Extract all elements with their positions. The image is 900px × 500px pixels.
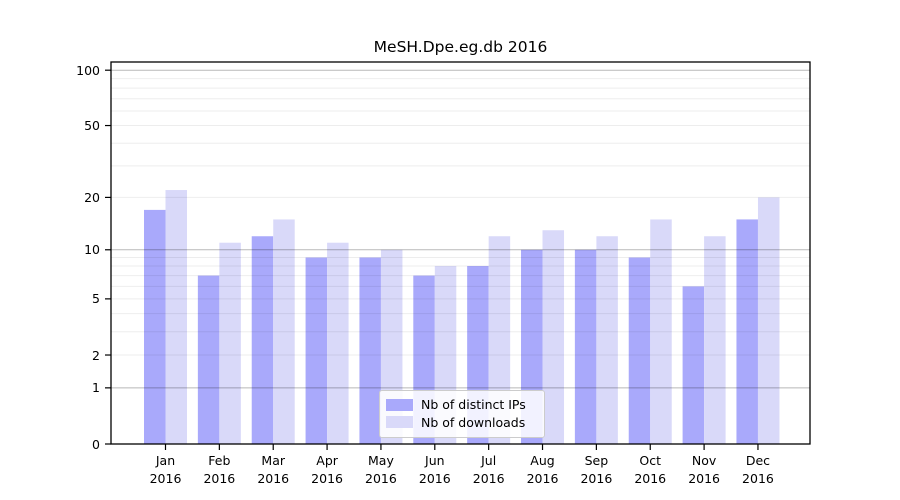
legend-swatch-downloads	[386, 416, 413, 429]
legend-label-downloads: Nb of downloads	[421, 414, 526, 430]
bar-distinct-ips-jan	[144, 209, 166, 444]
bar-downloads-dec	[757, 197, 780, 444]
bar-distinct-ips-nov	[682, 286, 705, 444]
x-tick-label-nov: Nov 2016	[688, 453, 720, 486]
x-tick-label-oct: Oct 2016	[634, 453, 667, 486]
bar-distinct-ips-apr	[305, 257, 328, 444]
y-tick-label-50: 50	[84, 118, 100, 134]
bar-downloads-mar	[273, 219, 295, 444]
x-tick-label-jan: Jan 2016	[149, 453, 182, 486]
x-tick-label-dec: Dec 2016	[742, 453, 774, 486]
legend-label-distinct-ips: Nb of distinct IPs	[421, 397, 526, 413]
legend-entry-distinct-ips: Nb of distinct IPs	[386, 396, 536, 414]
x-tick-label-jun: Jun 2016	[418, 453, 451, 486]
bar-downloads-nov	[704, 236, 726, 444]
legend-swatch-distinct-ips	[386, 398, 413, 411]
y-tick-label-5: 5	[92, 291, 100, 307]
y-tick-label-10: 10	[84, 242, 100, 258]
bar-downloads-oct	[650, 219, 672, 444]
bar-distinct-ips-mar	[251, 236, 274, 444]
chart-title: MeSH.Dpe.eg.db 2016	[373, 38, 548, 56]
bar-downloads-sep	[596, 236, 618, 444]
y-tick-label-0: 0	[92, 436, 100, 452]
x-tick-label-apr: Apr 2016	[311, 453, 343, 486]
bar-downloads-jan	[165, 190, 187, 444]
x-tick-label-mar: Mar 2016	[257, 453, 290, 486]
y-tick-label-100: 100	[76, 62, 100, 78]
bar-downloads-feb	[219, 242, 241, 444]
bar-distinct-ips-oct	[628, 257, 651, 444]
y-tick-label-20: 20	[84, 189, 100, 205]
plot-frame	[110, 61, 811, 445]
legend: Nb of distinct IPs Nb of downloads	[379, 390, 545, 438]
x-tick-label-jul: Jul 2016	[472, 453, 505, 486]
x-tick-label-aug: Aug 2016	[526, 453, 559, 486]
x-tick-label-sep: Sep 2016	[580, 453, 613, 486]
y-tick-label-1: 1	[92, 380, 100, 396]
legend-entry-downloads: Nb of downloads	[386, 414, 536, 432]
bar-distinct-ips-dec	[736, 219, 758, 444]
bar-distinct-ips-may	[359, 257, 381, 444]
x-tick-label-feb: Feb 2016	[203, 453, 236, 486]
bar-distinct-ips-feb	[197, 275, 220, 444]
bar-distinct-ips-sep	[574, 249, 597, 444]
bar-downloads-aug	[542, 230, 565, 444]
y-tick-label-2: 2	[92, 347, 100, 363]
x-tick-label-may: May 2016	[365, 453, 397, 486]
bar-downloads-apr	[327, 242, 349, 444]
